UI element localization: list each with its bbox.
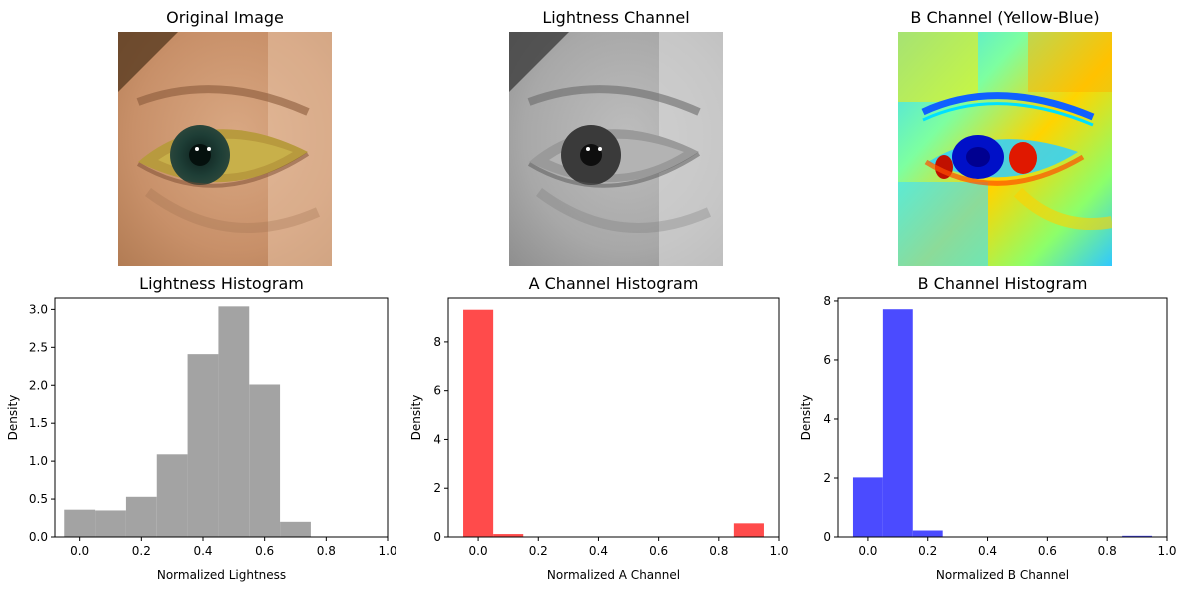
b-channel-y-tick-label: 8 (823, 294, 831, 308)
lightness-histogram-title: Lightness Histogram (139, 274, 304, 293)
lightness-bar (187, 354, 219, 537)
b-channel-y-tick-label: 6 (823, 353, 831, 367)
lightness-plot-frame (54, 297, 389, 538)
lightness-channel-image (509, 32, 723, 266)
b-channel-x-tick-label: 0.6 (1038, 544, 1057, 558)
lightness-bar (64, 509, 96, 537)
a-channel-y-tick-label: 2 (433, 481, 441, 495)
lightness-x-tick-label: 0.0 (70, 544, 89, 558)
lightness-x-tick-label: 0.8 (317, 544, 336, 558)
a-channel-y-tick-label: 8 (433, 335, 441, 349)
lightness-bar (125, 496, 157, 537)
lightness-bar (156, 454, 188, 537)
a-channel-y-tick-label: 4 (433, 432, 441, 446)
b-channel-x-tick-label: 0.4 (978, 544, 997, 558)
a-channel-y-axis-label: Density (409, 395, 423, 441)
a-channel-x-tick-label: 0.0 (469, 544, 488, 558)
a-channel-x-tick-label: 0.4 (589, 544, 608, 558)
a-channel-x-tick-label: 1.0 (769, 544, 788, 558)
lightness-y-tick-label: 1.5 (29, 416, 48, 430)
lightness-bar (218, 306, 250, 537)
a-channel-x-axis-label: Normalized A Channel (547, 568, 680, 582)
lightness-x-tick-label: 0.2 (132, 544, 151, 558)
original-image-title: Original Image (166, 8, 284, 27)
b-channel-bar (882, 309, 913, 537)
a-channel-histogram: A Channel Histogram 0.0 0.2 0.4 0.6 0.8 1.0 0 2 4… (409, 274, 789, 582)
lightness-y-tick-label: 2.5 (29, 340, 48, 354)
b-channel-x-tick-label: 0.2 (918, 544, 937, 558)
b-channel-x-tick-label: 0.0 (858, 544, 877, 558)
b-channel-image (898, 32, 1112, 266)
b-channel-histogram-title: B Channel Histogram (918, 274, 1088, 293)
a-channel-histogram-title: A Channel Histogram (529, 274, 699, 293)
a-channel-y-tick-label: 0 (433, 530, 441, 544)
b-channel-y-axis-label: Density (799, 395, 813, 441)
lightness-y-tick-label: 0.0 (29, 530, 48, 544)
b-channel-y-tick-label: 4 (823, 412, 831, 426)
a-channel-x-tick-label: 0.6 (649, 544, 668, 558)
lightness-y-tick-label: 3.0 (29, 302, 48, 316)
lightness-image-title: Lightness Channel (542, 8, 690, 27)
lightness-y-axis-label: Density (6, 395, 20, 441)
lightness-x-tick-label: 0.4 (193, 544, 212, 558)
lightness-histogram: Lightness Histogram 0.0 0.2 0.4 0.6 0.8 1.0 0.0… (6, 274, 396, 582)
a-channel-x-tick-label: 0.2 (529, 544, 548, 558)
b-channel-image-title: B Channel (Yellow-Blue) (910, 8, 1100, 27)
b-channel-x-axis-label: Normalized B Channel (936, 568, 1069, 582)
b-channel-x-tick-label: 1.0 (1157, 544, 1176, 558)
b-channel-plot-frame (837, 297, 1168, 538)
lightness-bar (280, 521, 311, 537)
lightness-bar (95, 510, 126, 537)
lightness-bar (249, 384, 281, 537)
lightness-y-tick-label: 2.0 (29, 378, 48, 392)
lightness-y-tick-label: 1.0 (29, 454, 48, 468)
a-channel-y-tick-label: 6 (433, 384, 441, 398)
b-channel-bar (912, 530, 943, 537)
b-channel-x-tick-label: 0.8 (1098, 544, 1117, 558)
b-channel-bar (852, 477, 883, 537)
b-channel-bar (1122, 535, 1153, 537)
a-channel-bar (733, 523, 764, 537)
lightness-y-tick-label: 0.5 (29, 492, 48, 506)
a-channel-plot-frame (447, 297, 780, 538)
a-channel-bar (493, 534, 524, 537)
a-channel-x-tick-label: 0.8 (709, 544, 728, 558)
lightness-x-tick-label: 1.0 (378, 544, 396, 558)
original-image (118, 32, 332, 266)
lightness-x-axis-label: Normalized Lightness (157, 568, 286, 582)
b-channel-y-tick-label: 0 (823, 530, 831, 544)
b-channel-y-tick-label: 2 (823, 471, 831, 485)
lightness-x-tick-label: 0.6 (255, 544, 274, 558)
a-channel-bar (463, 309, 494, 537)
